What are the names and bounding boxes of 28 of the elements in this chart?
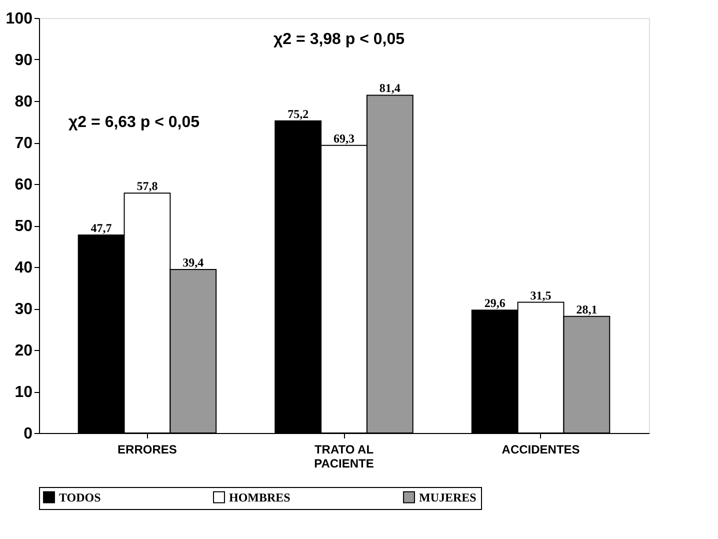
- data-label: 69,3: [334, 131, 354, 146]
- data-label: 28,1: [576, 302, 598, 316]
- legend-label: TODOS: [59, 490, 102, 504]
- legend-label: HOMBRES: [229, 490, 291, 504]
- legend-label: MUJERES: [419, 490, 477, 504]
- y-tick-label: 40: [14, 260, 33, 276]
- y-tick-label: 60: [14, 176, 33, 194]
- y-tick-label: 100: [6, 10, 33, 28]
- y-tick-label: 10: [14, 384, 33, 401]
- y-tick-label: 0: [24, 426, 33, 442]
- x-tick-label: ACCIDENTES: [502, 442, 580, 456]
- annotation: χ2 = 3,98 p < 0,05: [273, 30, 405, 48]
- data-label: 81,4: [379, 81, 400, 96]
- y-tick-label: 20: [14, 342, 33, 360]
- data-label: 47,7: [90, 221, 112, 236]
- x-tick-label: TRATO AL PACIENTE: [314, 442, 374, 470]
- y-tick-label: 30: [14, 301, 33, 318]
- data-label: 31,5: [530, 288, 552, 302]
- y-tick-label: 80: [14, 94, 33, 110]
- annotation: χ2 = 6,63 p < 0,05: [68, 114, 200, 131]
- data-label: 75,2: [288, 106, 309, 121]
- y-tick-label: 90: [14, 52, 33, 69]
- x-tick-label: ERRORES: [118, 442, 177, 456]
- data-label: 39,4: [182, 255, 204, 270]
- data-label: 29,6: [484, 296, 506, 310]
- data-label: 57,8: [136, 179, 158, 194]
- y-tick-label: 70: [14, 135, 33, 152]
- y-tick-label: 50: [14, 218, 33, 235]
